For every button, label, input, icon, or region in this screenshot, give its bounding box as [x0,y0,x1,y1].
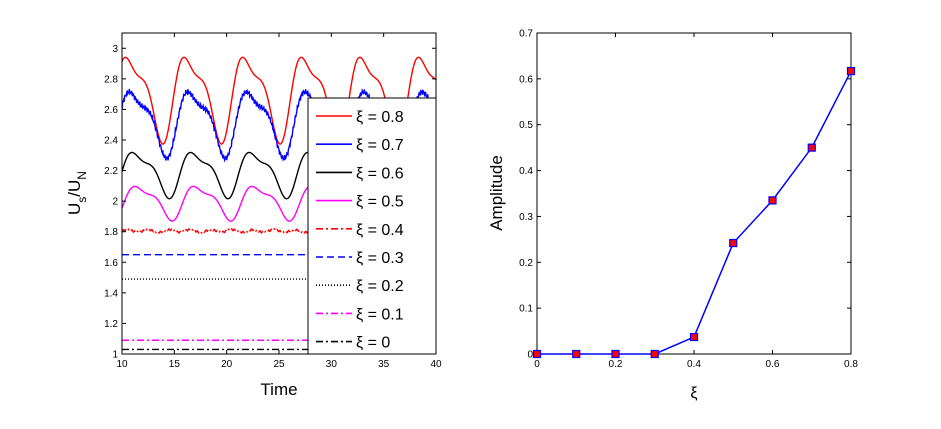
left-x-tick-label: 15 [169,359,181,370]
right-series-group [532,66,856,359]
left-y-tick-label: 1.2 [104,319,118,330]
svg-text:Us/UN: Us/UN [65,171,89,215]
legend-label-2: ξ = 0.6 [356,165,404,182]
left-y-tick-label: 1.4 [104,288,118,299]
left-series-line-0 [122,56,436,145]
amplitude-point-7 [807,143,816,152]
legend-label-4: ξ = 0.4 [356,222,404,239]
ylabel-main: U [65,203,84,215]
right-x-tick-label: 0.2 [609,359,623,370]
left-y-tick-label: 1.6 [104,258,118,269]
ylabel-sub2: N [75,171,89,180]
ylabel-mid: /U [65,180,84,197]
right-x-tick-label: 0.8 [844,359,858,370]
amplitude-point-6 [768,196,777,205]
right-y-tick-label: 0.2 [519,258,533,269]
right-x-tick-label: 0.4 [687,359,701,370]
left-x-tick-label: 25 [273,359,285,370]
left-y-tick-label: 1.8 [104,227,118,238]
left-y-axis-label: Us/UN [65,171,89,215]
amplitude-point-2 [611,349,620,359]
legend-label-0: ξ = 0.8 [356,109,404,126]
amplitude-point-8 [846,66,856,76]
left-y-tick-label: 2.6 [104,105,118,116]
legend-label-1: ξ = 0.7 [356,137,404,154]
amplitude-point-5 [729,238,738,248]
right-x-tick-label: 0.6 [766,359,780,370]
right-y-tick-label: 0.4 [519,166,533,177]
right-x-axis-label: ξ [690,385,697,402]
legend-label-7: ξ = 0.1 [356,306,404,323]
left-y-tick-label: 2.4 [104,136,118,147]
right-ticks: 0 0.2 0.4 0.6 0.8 0 0.1 0.2 0.3 0.4 0.5 0.6 0.7 [519,29,858,371]
left-x-tick-label: 35 [378,359,390,370]
left-x-axis-label: Time [260,380,297,399]
amplitude-point-0 [532,349,542,359]
left-y-tick-label: 1 [112,350,118,361]
left-y-tick-label: 2.8 [104,74,118,85]
left-y-tick-label: 3 [112,44,118,55]
left-x-tick-label: 30 [326,359,338,370]
amplitude-point-3 [650,349,659,359]
left-x-tick-label: 40 [430,359,442,370]
left-y-tick-label: 2.2 [104,166,118,177]
left-plot: 10 15 20 25 30 35 40 1 1.2 1.4 1.6 1.8 2 2.2 2.4 2.6 2.8… [65,32,442,399]
left-y-tick-label: 2 [112,197,118,208]
legend-label-8: ξ = 0 [356,335,390,352]
right-plot: 0 0.2 0.4 0.6 0.8 0 0.1 0.2 0.3 0.4 0.5 0.6 0.7 ξ Am… [487,29,858,403]
left-x-tick-label: 20 [221,359,233,370]
ylabel-sub1: s [75,197,89,203]
left-legend: ξ = 0.8 ξ = 0.7 ξ = 0.6 ξ = 0.5 ξ = 0.4 ξ = 0… [307,97,437,355]
right-y-tick-label: 0.5 [519,120,533,131]
right-y-tick-label: 0.3 [519,212,533,223]
right-y-axis-label: Amplitude [487,155,506,231]
right-y-tick-label: 0.1 [519,304,533,315]
legend-label-5: ξ = 0.3 [356,250,404,267]
legend-label-3: ξ = 0.5 [356,194,404,211]
right-y-tick-label: 0.6 [519,74,533,85]
left-x-tick-label: 10 [116,359,128,370]
amplitude-point-4 [689,332,699,342]
right-x-tick-label: 0 [534,359,540,370]
right-y-tick-label: 0.7 [519,29,533,40]
legend-label-6: ξ = 0.2 [356,278,404,295]
right-y-tick-label: 0 [527,350,533,361]
legend-box [307,97,437,355]
amplitude-point-1 [572,349,581,359]
